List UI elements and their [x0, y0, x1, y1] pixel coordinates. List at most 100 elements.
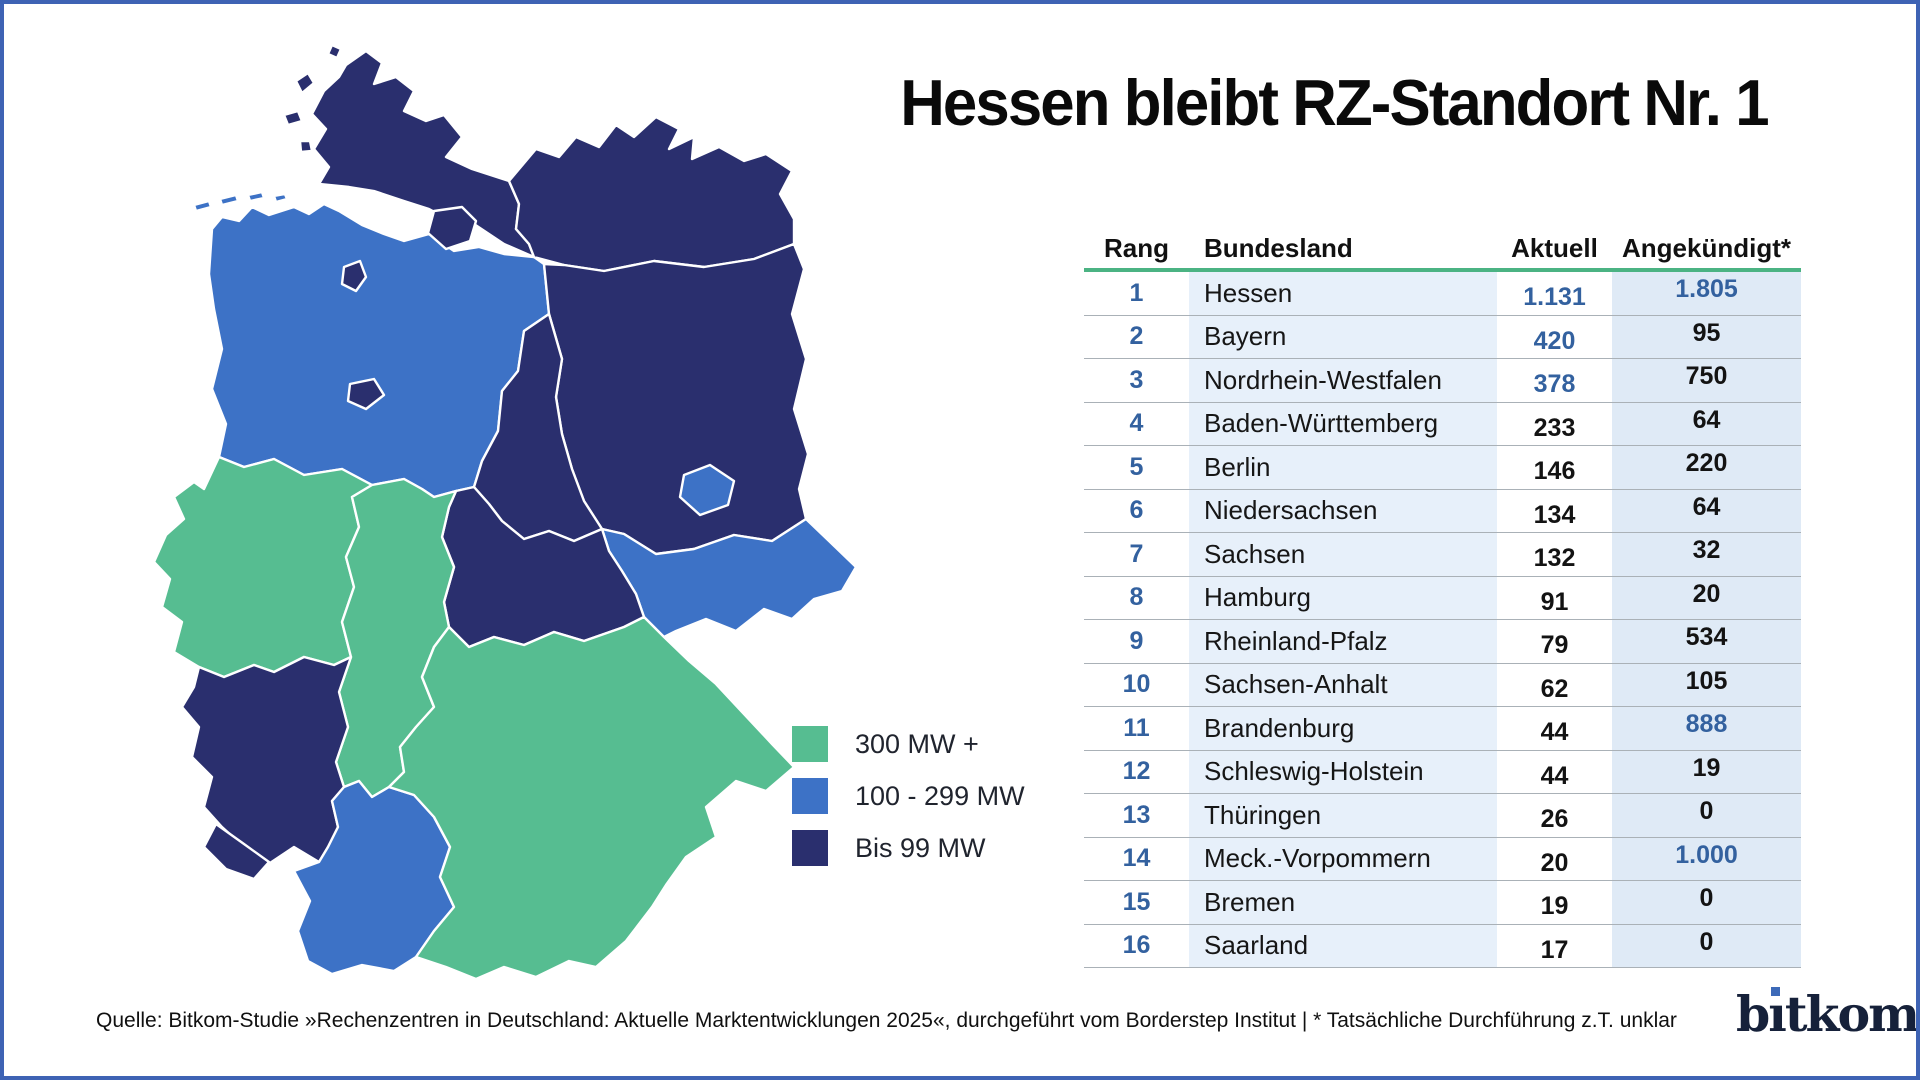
cell-angekuendigt: 0	[1612, 881, 1801, 924]
cell-rank: 15	[1122, 887, 1151, 916]
cell-aktuell: 44	[1540, 718, 1569, 747]
cell-angekuendigt: 1.805	[1612, 272, 1801, 315]
column-header-aktuell: Aktuell	[1511, 232, 1598, 263]
table-row: 4 Baden-Württemberg 233 64	[1084, 402, 1801, 446]
cell-rank: 13	[1122, 800, 1151, 829]
table-row: 13 Thüringen 26 0	[1084, 794, 1801, 838]
cell-angekuendigt: 1.000	[1612, 837, 1801, 880]
cell-angekuendigt: 19	[1612, 750, 1801, 793]
cell-bundesland: Nordrhein-Westfalen	[1189, 359, 1497, 402]
table-row: 6 Niedersachsen 134 64	[1084, 489, 1801, 533]
cell-bundesland: Rheinland-Pfalz	[1189, 620, 1497, 663]
cell-aktuell: 1.131	[1523, 283, 1586, 312]
cell-angekuendigt: 64	[1612, 489, 1801, 532]
cell-aktuell: 91	[1540, 587, 1569, 616]
cell-rank: 4	[1129, 409, 1144, 438]
cell-bundesland: Berlin	[1189, 446, 1497, 489]
cell-rank: 16	[1122, 931, 1151, 960]
cell-angekuendigt: 220	[1612, 446, 1801, 489]
legend-swatch-mid	[792, 778, 828, 814]
table-body: 1 Hessen 1.131 1.805 2 Bayern 420 95 3 Nordrhein-…	[1084, 272, 1801, 968]
map-state-bayern	[387, 615, 796, 981]
cell-angekuendigt: 95	[1612, 315, 1801, 358]
logo-text-pre: b	[1736, 985, 1770, 1043]
cell-bundesland: Saarland	[1189, 924, 1497, 967]
map-state-mecklenburg-vorpommern	[507, 115, 796, 273]
bitkom-logo: bıtkom	[1736, 990, 1916, 1039]
cell-angekuendigt: 64	[1612, 402, 1801, 445]
cell-angekuendigt: 0	[1612, 794, 1801, 837]
legend-item-high: 300 MW +	[792, 726, 1025, 762]
cell-rank: 14	[1122, 844, 1151, 873]
column-header-angekuendigt: Angekündigt*	[1622, 232, 1791, 263]
cell-angekuendigt: 32	[1612, 533, 1801, 576]
legend-label: Bis 99 MW	[855, 832, 986, 863]
legend-item-low: Bis 99 MW	[792, 830, 1025, 866]
cell-angekuendigt: 534	[1612, 620, 1801, 663]
table-row: 7 Sachsen 132 32	[1084, 533, 1801, 577]
cell-bundesland: Meck.-Vorpommern	[1189, 837, 1497, 880]
cell-bundesland: Schleswig-Holstein	[1189, 750, 1497, 793]
cell-angekuendigt: 888	[1612, 707, 1801, 750]
page-title: Hessen bleibt RZ-Standort Nr. 1	[900, 66, 1769, 139]
table-row: 5 Berlin 146 220	[1084, 446, 1801, 490]
map-state-saarland	[202, 822, 271, 881]
cell-rank: 12	[1122, 757, 1151, 786]
cell-aktuell: 146	[1533, 457, 1576, 486]
cell-aktuell: 44	[1540, 761, 1569, 790]
cell-rank: 5	[1129, 452, 1144, 481]
cell-angekuendigt: 20	[1612, 576, 1801, 619]
table-row: 11 Brandenburg 44 888	[1084, 707, 1801, 751]
cell-angekuendigt: 0	[1612, 924, 1801, 967]
table-header-row: Rang Bundesland Aktuell Angekündigt*	[1084, 228, 1801, 268]
table-row: 10 Sachsen-Anhalt 62 105	[1084, 663, 1801, 707]
map-legend: 300 MW + 100 - 299 MW Bis 99 MW	[792, 726, 1025, 882]
cell-aktuell: 420	[1533, 326, 1576, 355]
cell-rank: 11	[1123, 713, 1150, 742]
cell-bundesland: Niedersachsen	[1189, 489, 1497, 532]
table-row: 15 Bremen 19 0	[1084, 881, 1801, 925]
logo-i-blue-dot: ı	[1768, 985, 1787, 1043]
ranking-table: Rang Bundesland Aktuell Angekündigt* 1 He…	[1084, 228, 1801, 968]
cell-rank: 6	[1129, 496, 1144, 525]
cell-bundesland: Hamburg	[1189, 576, 1497, 619]
table-row: 12 Schleswig-Holstein 44 19	[1084, 750, 1801, 794]
legend-swatch-low	[792, 830, 828, 866]
table-header-rule	[1084, 268, 1801, 272]
cell-angekuendigt: 105	[1612, 663, 1801, 706]
cell-rank: 10	[1122, 670, 1151, 699]
cell-bundesland: Thüringen	[1189, 794, 1497, 837]
cell-aktuell: 62	[1540, 674, 1569, 703]
source-note: Quelle: Bitkom-Studie »Rechenzentren in …	[96, 1009, 1677, 1032]
map-state-nordrhein-westfalen	[152, 455, 374, 679]
cell-bundesland: Sachsen	[1189, 533, 1497, 576]
cell-bundesland: Hessen	[1189, 272, 1497, 315]
table-row: 8 Hamburg 91 20	[1084, 576, 1801, 620]
cell-bundesland: Brandenburg	[1189, 707, 1497, 750]
table-row: 16 Saarland 17 0	[1084, 924, 1801, 968]
cell-bundesland: Sachsen-Anhalt	[1189, 663, 1497, 706]
cell-rank: 9	[1129, 626, 1144, 655]
germany-choropleth-map	[152, 43, 858, 981]
cell-aktuell: 134	[1533, 500, 1576, 529]
cell-aktuell: 19	[1540, 892, 1569, 921]
cell-rank: 2	[1129, 322, 1144, 351]
cell-aktuell: 132	[1533, 544, 1576, 573]
cell-aktuell: 20	[1540, 848, 1569, 877]
legend-swatch-high	[792, 726, 828, 762]
cell-bundesland: Baden-Württemberg	[1189, 402, 1497, 445]
legend-label: 100 - 299 MW	[855, 780, 1025, 811]
column-header-rang: Rang	[1104, 232, 1169, 263]
cell-aktuell: 17	[1540, 935, 1569, 964]
map-state-berlin	[678, 463, 736, 517]
legend-label: 300 MW +	[855, 728, 979, 759]
cell-bundesland: Bayern	[1189, 315, 1497, 358]
cell-rank: 8	[1129, 583, 1144, 612]
map-state-hamburg	[426, 205, 478, 251]
legend-item-mid: 100 - 299 MW	[792, 778, 1025, 814]
logo-text-post: tkom	[1784, 985, 1919, 1043]
cell-rank: 7	[1129, 539, 1144, 568]
table-row: 14 Meck.-Vorpommern 20 1.000	[1084, 837, 1801, 881]
cell-aktuell: 233	[1533, 413, 1576, 442]
